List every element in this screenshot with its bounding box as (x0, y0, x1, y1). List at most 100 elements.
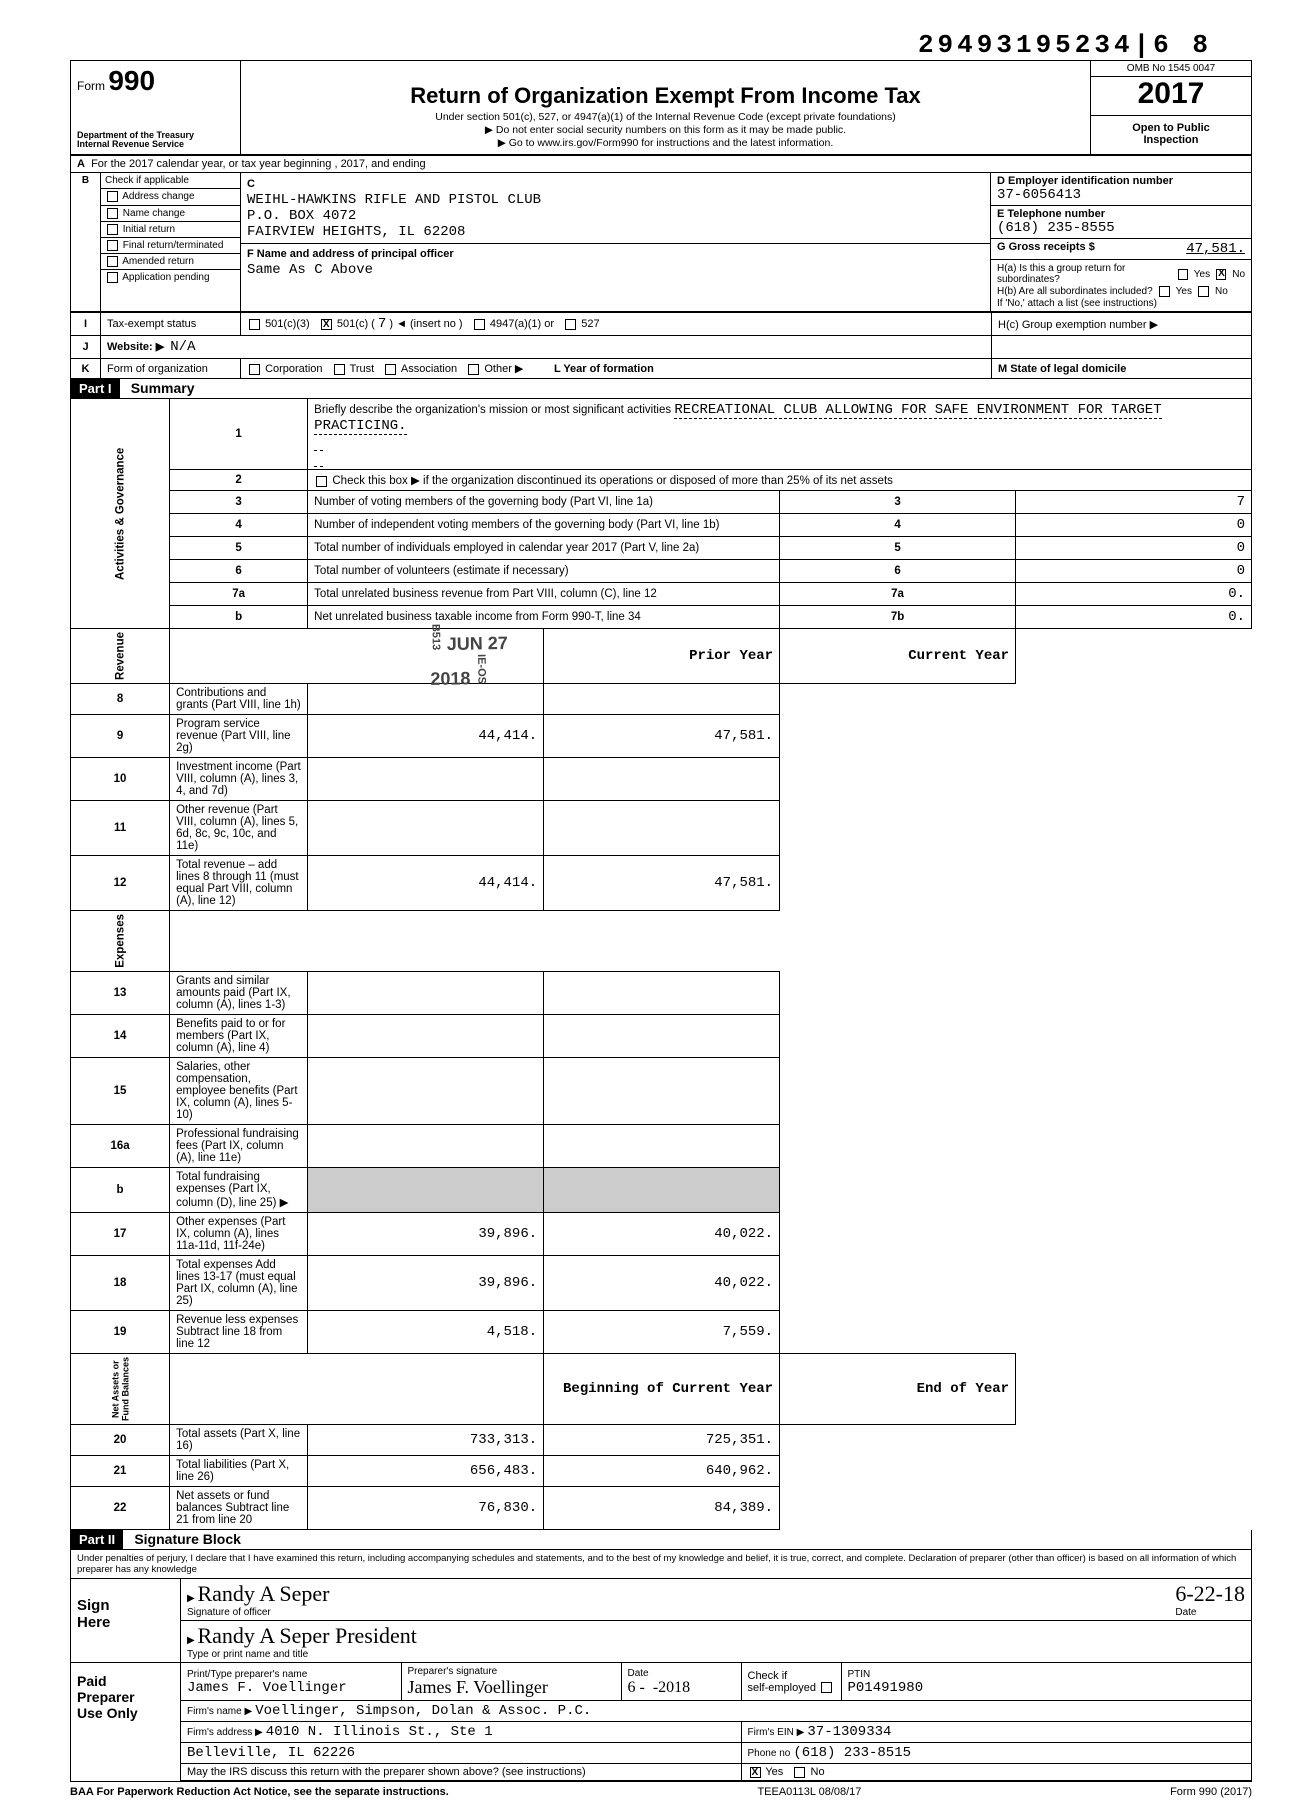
org-addr1: P.O. BOX 4072 (247, 208, 356, 224)
prep-date-label: Date (628, 1668, 649, 1679)
h-a-no-box[interactable] (1216, 269, 1226, 280)
part1-table: Part I Summary Activities & Governance 1… (70, 379, 1252, 1530)
i-insert-no: 7 (378, 316, 386, 332)
officer-name-line[interactable]: ▶ Randy A Seper President Type or print … (181, 1621, 1251, 1662)
d-block: D Employer identification number 37-6056… (991, 173, 1251, 311)
yes-label: Yes (1194, 269, 1210, 280)
h-b-label: H(b) Are all subordinates included? (997, 286, 1153, 297)
part2-header: Part II (71, 1530, 123, 1549)
line-text: Total assets (Part X, line 16) (170, 1425, 308, 1456)
gross-value: 47,581. (1186, 241, 1245, 257)
l1-label: Briefly describe the organization's miss… (314, 404, 671, 416)
i-opt-501c[interactable] (321, 319, 332, 330)
check-label: Address change (122, 192, 194, 203)
line-number: b (170, 606, 308, 629)
preparer-block: Paid Preparer Use Only Print/Type prepar… (70, 1663, 1252, 1782)
check-final-return[interactable]: Final return/terminated (101, 237, 240, 253)
officer-signature: Randy A Seper (197, 1581, 329, 1606)
line-number: 9 (71, 715, 170, 758)
irs-discuss-no[interactable] (794, 1767, 805, 1778)
prior-value (308, 1058, 544, 1125)
line-text: Total number of volunteers (estimate if … (308, 560, 780, 583)
line-text: Total unrelated business revenue from Pa… (308, 583, 780, 606)
line-text: Total number of individuals employed in … (308, 537, 780, 560)
l2-checkbox[interactable] (316, 476, 327, 487)
line-text: Investment income (Part VIII, column (A)… (170, 758, 308, 801)
line-ref: 6 (780, 560, 1016, 583)
i-opt-label: 527 (581, 318, 599, 330)
line-number: 16a (71, 1125, 170, 1168)
sign-block: Sign Here ▶ Randy A Seper Signature of o… (70, 1579, 1252, 1663)
b-header: Check if applicable (101, 173, 240, 188)
k-corp[interactable] (249, 364, 260, 375)
k-other[interactable] (468, 364, 479, 375)
stamp-text: JUN 27 2018 (430, 633, 508, 689)
check-address-change[interactable]: Address change (101, 188, 240, 204)
check-amended-return[interactable]: Amended return (101, 253, 240, 269)
line-value: 0 (1016, 560, 1252, 583)
firm-name: Voellinger, Simpson, Dolan & Assoc. P.C. (255, 1703, 591, 1719)
beg-value: 733,313. (308, 1425, 544, 1456)
line-text: Net assets or fund balances Subtract lin… (170, 1487, 308, 1530)
i-opt-501c3[interactable] (249, 319, 260, 330)
line-number: 13 (71, 972, 170, 1015)
tel-label: E Telephone number (997, 208, 1105, 220)
i-opt-label: ) ◄ (insert no ) (389, 318, 462, 330)
h-b-note: If 'No,' attach a list (see instructions… (997, 298, 1245, 309)
current-value (544, 801, 780, 856)
self-employed-check[interactable] (821, 1682, 832, 1693)
line-ref: 4 (780, 514, 1016, 537)
line-text: Number of independent voting members of … (308, 514, 780, 537)
line-value: 0. (1016, 606, 1252, 629)
line-text: Net unrelated business taxable income fr… (308, 606, 780, 629)
check-name-change[interactable]: Name change (101, 205, 240, 221)
check-initial-return[interactable]: Initial return (101, 221, 240, 237)
line-number: 10 (71, 758, 170, 801)
check-label: Initial return (123, 224, 175, 235)
h-b-no-box[interactable] (1198, 286, 1209, 297)
header-right: OMB No 1545 0047 2017 Open to Public Ins… (1091, 61, 1251, 154)
c-block: C WEIHL-HAWKINS RIFLE AND PISTOL CLUB P.… (241, 173, 991, 311)
i-opt-527[interactable] (565, 319, 576, 330)
current-year-header: Current Year (780, 629, 1016, 684)
line-number: b (71, 1168, 170, 1213)
line-value: 0. (1016, 583, 1252, 606)
i-opt-4947[interactable] (474, 319, 485, 330)
form-number-text: 990 (108, 65, 155, 96)
line-text: Program service revenue (Part VIII, line… (170, 715, 308, 758)
net-side-label: Net Assets or Fund Balances (71, 1354, 170, 1425)
h-a-yes-box[interactable] (1178, 269, 1188, 280)
prep-sig-label: Preparer's signature (408, 1666, 498, 1677)
check-label: Final return/terminated (123, 240, 224, 251)
end-value: 640,962. (544, 1456, 780, 1487)
k-trust[interactable] (334, 364, 345, 375)
prior-value (308, 801, 544, 856)
end-year-header: End of Year (780, 1354, 1016, 1425)
officer-signature-line[interactable]: ▶ Randy A Seper Signature of officer 6-2… (181, 1579, 1251, 1621)
line-text: Salaries, other compensation, employee b… (170, 1058, 308, 1125)
date-caption: Date (1175, 1607, 1196, 1618)
line-text: Number of voting members of the governin… (308, 491, 780, 514)
irs-discuss-yes[interactable] (750, 1767, 761, 1778)
stamp-sub: B513 (430, 624, 442, 651)
prior-value (308, 758, 544, 801)
i-label: I (71, 313, 101, 336)
line-value: 7 (1016, 491, 1252, 514)
date-stamp: B513 JUN 27 2018 IE-OS (430, 622, 544, 690)
line-number: 8 (71, 684, 170, 715)
h-b-yes-box[interactable] (1159, 286, 1170, 297)
beg-value: 76,830. (308, 1487, 544, 1530)
b-label: B (71, 173, 101, 311)
line-value: 0 (1016, 537, 1252, 560)
firm-addr: 4010 N. Illinois St., Ste 1 (266, 1724, 493, 1740)
k-year-formation: L Year of formation (554, 363, 654, 375)
current-value (544, 972, 780, 1015)
form-label-text: Form (77, 79, 105, 93)
prior-value (308, 972, 544, 1015)
k-assoc[interactable] (385, 364, 396, 375)
check-application-pending[interactable]: Application pending (101, 269, 240, 285)
line-text: Total fundraising expenses (Part IX, col… (170, 1168, 308, 1213)
yes-label: Yes (1176, 286, 1192, 297)
prior-value: 4,518. (308, 1311, 544, 1354)
current-value (544, 1125, 780, 1168)
